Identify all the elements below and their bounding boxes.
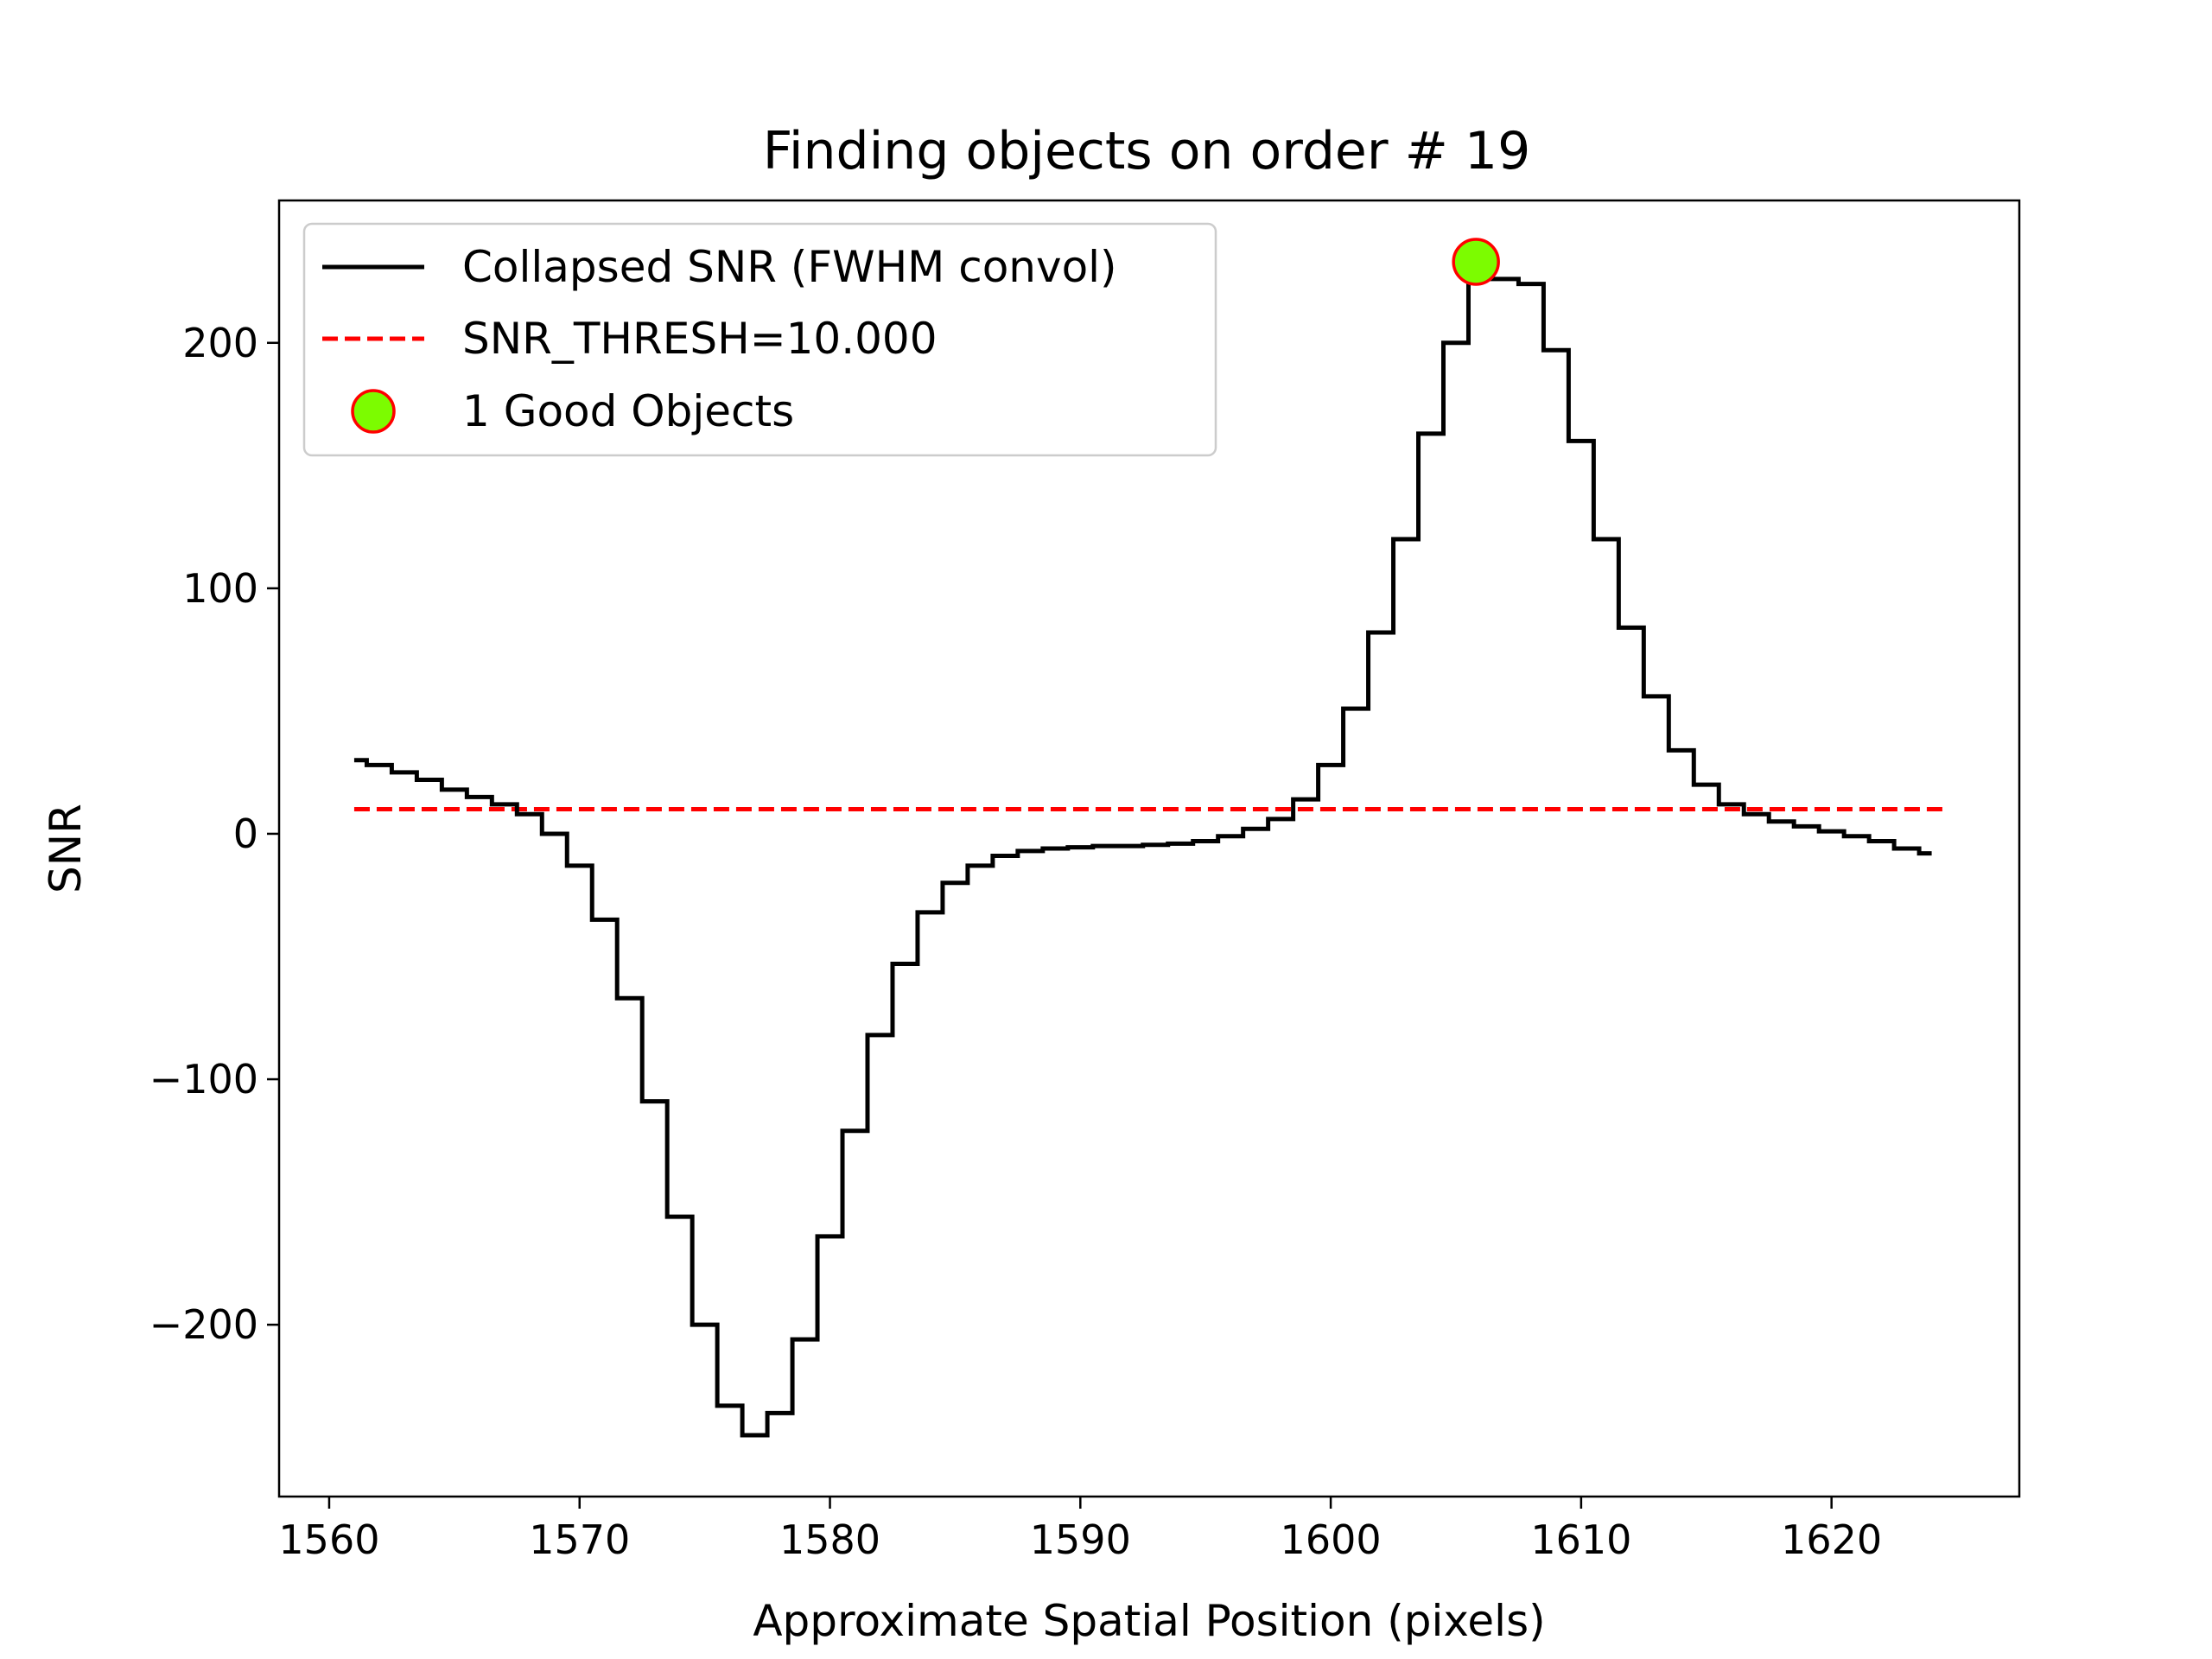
x-tick-label: 1560 bbox=[278, 1516, 379, 1563]
chart-title: Finding objects on order # 19 bbox=[763, 121, 1531, 181]
legend-label-threshold: SNR_THRESH=10.000 bbox=[462, 314, 938, 364]
legend-label-snr: Collapsed SNR (FWHM convol) bbox=[462, 242, 1117, 292]
y-tick-label: −100 bbox=[149, 1056, 258, 1103]
legend-swatch-good-objects bbox=[351, 389, 396, 434]
y-tick-label: 0 bbox=[233, 810, 258, 857]
y-axis-label: SNR bbox=[41, 804, 91, 893]
x-tick-label: 1600 bbox=[1281, 1516, 1382, 1563]
series-layer bbox=[353, 276, 1945, 1438]
good-object-marker bbox=[1452, 238, 1500, 286]
legend-box bbox=[302, 222, 1217, 457]
x-axis-ticks: 1560 1570 1580 1590 1600 1610 1620 bbox=[278, 1497, 1882, 1563]
y-tick-label: 200 bbox=[182, 320, 258, 366]
x-tick-label: 1580 bbox=[779, 1516, 880, 1563]
marker-layer bbox=[1452, 238, 1500, 286]
legend: Collapsed SNR (FWHM convol) SNR_THRESH=1… bbox=[302, 222, 1217, 457]
y-axis-ticks: −200 −100 0 100 200 bbox=[149, 320, 279, 1348]
collapsed-snr-line bbox=[353, 276, 1932, 1438]
legend-label-good-objects: 1 Good Objects bbox=[462, 386, 794, 436]
y-tick-label: 100 bbox=[182, 565, 258, 612]
x-tick-label: 1570 bbox=[529, 1516, 630, 1563]
x-axis-label: Approximate Spatial Position (pixels) bbox=[753, 1596, 1545, 1646]
x-tick-label: 1620 bbox=[1781, 1516, 1882, 1563]
x-tick-label: 1590 bbox=[1030, 1516, 1131, 1563]
x-tick-label: 1610 bbox=[1530, 1516, 1631, 1563]
y-tick-label: −200 bbox=[149, 1301, 258, 1348]
